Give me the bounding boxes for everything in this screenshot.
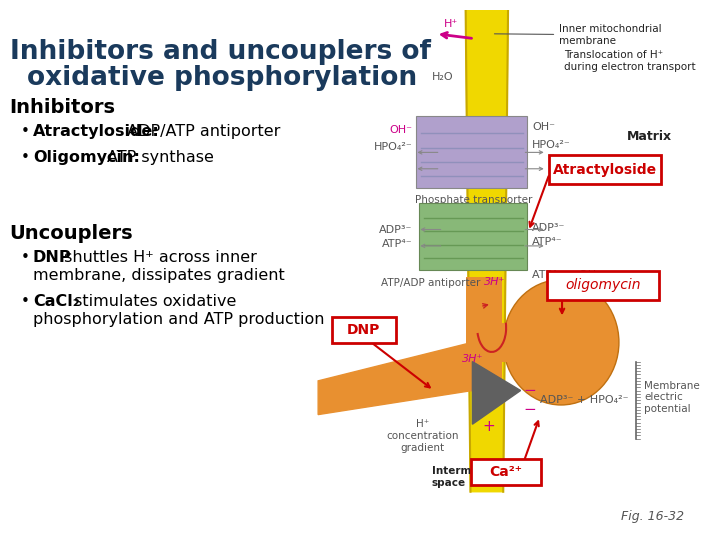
Text: ATP/ADP antiporter: ATP/ADP antiporter [381,278,480,287]
Text: Phosphate transporter: Phosphate transporter [415,195,532,205]
Text: Inhibitors and uncouplers of: Inhibitors and uncouplers of [9,39,431,65]
Text: Fig. 16-32: Fig. 16-32 [621,510,685,523]
Text: •: • [21,124,30,139]
Polygon shape [318,342,472,415]
Text: stimulates oxidative: stimulates oxidative [69,294,237,309]
Text: 3H⁺: 3H⁺ [484,276,505,287]
Text: ATP⁴⁻ + OH⁻: ATP⁴⁻ + OH⁻ [532,270,602,280]
Text: 3H⁺: 3H⁺ [462,354,483,364]
Text: Atractyloside: Atractyloside [553,163,657,177]
Text: shuttles H⁺ across inner: shuttles H⁺ across inner [59,250,257,265]
Text: Oligomycin:: Oligomycin: [33,151,140,165]
FancyBboxPatch shape [546,271,660,300]
Polygon shape [466,10,508,492]
Text: Matrix: Matrix [626,131,672,144]
Text: oligomycin: oligomycin [565,279,641,293]
Text: HPO₄²⁻: HPO₄²⁻ [374,141,413,152]
Text: Membrane
electric
potential: Membrane electric potential [644,381,700,414]
Text: oxidative phosphorylation: oxidative phosphorylation [27,65,417,91]
Text: •: • [21,250,30,265]
Text: CaCl₂: CaCl₂ [33,294,79,309]
Text: OH⁻: OH⁻ [390,125,413,135]
FancyBboxPatch shape [549,156,662,184]
Text: Atractyloside:: Atractyloside: [33,124,160,139]
Text: DNP: DNP [347,323,381,338]
Text: membrane, dissipates gradient: membrane, dissipates gradient [33,268,284,283]
Text: ATP synthase: ATP synthase [107,151,214,165]
Text: ADP³⁻: ADP³⁻ [532,222,565,233]
FancyBboxPatch shape [332,317,396,343]
Text: ADP³⁻: ADP³⁻ [379,225,413,234]
Text: •: • [21,151,30,165]
Text: −: − [524,383,536,398]
Text: −: − [524,402,536,417]
Text: Inner mitochondrial
membrane: Inner mitochondrial membrane [495,24,662,46]
Text: ADP³⁻ + HPO₄²⁻: ADP³⁻ + HPO₄²⁻ [540,395,629,405]
Text: ADP/ATP antiporter: ADP/ATP antiporter [122,124,281,139]
Bar [501,323,561,362]
Polygon shape [472,362,521,424]
Text: Intermembrane
space: Intermembrane space [432,467,523,488]
Text: H₂O: H₂O [432,72,454,82]
Text: Translocation of H⁺
during electron transport: Translocation of H⁺ during electron tran… [564,50,696,72]
Text: •: • [21,294,30,309]
Text: OH⁻: OH⁻ [532,123,555,132]
Text: +: + [482,418,495,434]
Text: Ca²⁺: Ca²⁺ [490,465,523,479]
Text: phosphorylation and ATP production: phosphorylation and ATP production [33,313,324,327]
Ellipse shape [503,280,619,405]
Bar [419,202,527,270]
Text: H⁺: H⁺ [444,19,459,29]
Bar [466,276,503,390]
Text: DNP: DNP [33,250,71,265]
Text: HPO₄²⁻: HPO₄²⁻ [532,140,571,150]
FancyBboxPatch shape [472,459,541,485]
Text: Inhibitors: Inhibitors [9,98,116,117]
Bar [416,116,527,188]
Text: ATP⁴⁻: ATP⁴⁻ [382,239,413,249]
Text: H⁺
concentration
gradient: H⁺ concentration gradient [386,420,459,453]
Text: ATP⁴⁻: ATP⁴⁻ [532,237,563,247]
Text: Uncouplers: Uncouplers [9,224,133,242]
